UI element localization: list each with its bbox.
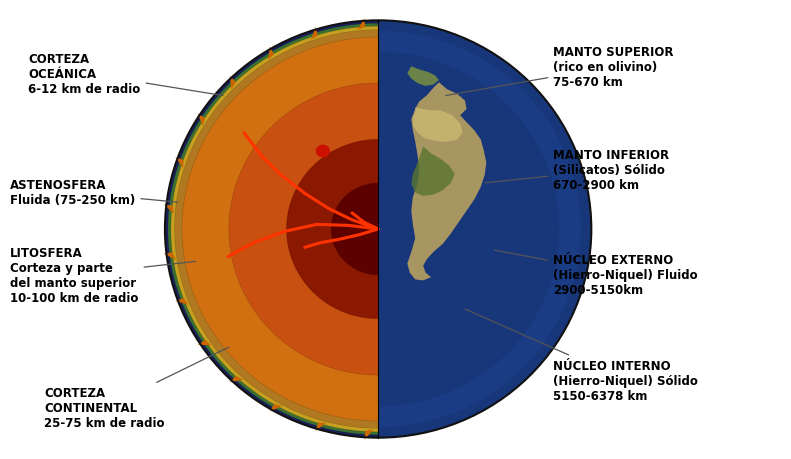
PathPatch shape xyxy=(378,105,506,354)
Text: ASTENOSFERA
Fluida (75-250 km): ASTENOSFERA Fluida (75-250 km) xyxy=(10,179,178,207)
Text: MANTO INFERIOR
(Silicatos) Sólido
670-2900 km: MANTO INFERIOR (Silicatos) Sólido 670-29… xyxy=(485,149,669,191)
PathPatch shape xyxy=(165,21,378,438)
PathPatch shape xyxy=(378,167,442,292)
PathPatch shape xyxy=(365,429,373,440)
PathPatch shape xyxy=(378,52,559,407)
PathPatch shape xyxy=(270,404,282,412)
PathPatch shape xyxy=(198,114,205,127)
Text: CORTEZA
OCEÁNICA
6-12 km de radio: CORTEZA OCEÁNICA 6-12 km de radio xyxy=(28,52,223,96)
PathPatch shape xyxy=(413,108,463,143)
PathPatch shape xyxy=(378,21,592,438)
PathPatch shape xyxy=(311,28,318,41)
PathPatch shape xyxy=(286,140,378,319)
Text: NÚCLEO EXTERNO
(Hierro-Niquel) Fluido
2900-5150km: NÚCLEO EXTERNO (Hierro-Niquel) Fluido 29… xyxy=(494,251,698,297)
PathPatch shape xyxy=(182,38,378,421)
PathPatch shape xyxy=(378,105,506,354)
PathPatch shape xyxy=(175,31,378,428)
PathPatch shape xyxy=(198,340,211,346)
PathPatch shape xyxy=(176,157,184,169)
Text: NÚCLEO INTERNO
(Hierro-Niquel) Sólido
5150-6378 km: NÚCLEO INTERNO (Hierro-Niquel) Sólido 51… xyxy=(465,309,698,402)
PathPatch shape xyxy=(229,84,378,375)
PathPatch shape xyxy=(411,147,455,196)
PathPatch shape xyxy=(268,47,274,61)
PathPatch shape xyxy=(164,253,176,261)
PathPatch shape xyxy=(357,19,365,31)
Ellipse shape xyxy=(316,146,330,158)
Text: MANTO SUPERIOR
(rico en olivino)
75-670 km: MANTO SUPERIOR (rico en olivino) 75-670 … xyxy=(445,45,674,96)
PathPatch shape xyxy=(316,423,327,431)
PathPatch shape xyxy=(378,21,592,438)
PathPatch shape xyxy=(378,32,581,427)
PathPatch shape xyxy=(164,205,174,214)
PathPatch shape xyxy=(331,184,378,275)
PathPatch shape xyxy=(378,52,559,407)
PathPatch shape xyxy=(171,27,378,432)
Text: CORTEZA
CONTINENTAL
25-75 km de radio: CORTEZA CONTINENTAL 25-75 km de radio xyxy=(44,347,229,430)
PathPatch shape xyxy=(176,298,189,305)
PathPatch shape xyxy=(229,376,244,382)
Text: LITOSFERA
Corteza y parte
del manto superior
10-100 km de radio: LITOSFERA Corteza y parte del manto supe… xyxy=(10,246,195,304)
PathPatch shape xyxy=(168,24,378,435)
PathPatch shape xyxy=(407,83,486,281)
PathPatch shape xyxy=(229,77,236,90)
PathPatch shape xyxy=(407,67,439,87)
